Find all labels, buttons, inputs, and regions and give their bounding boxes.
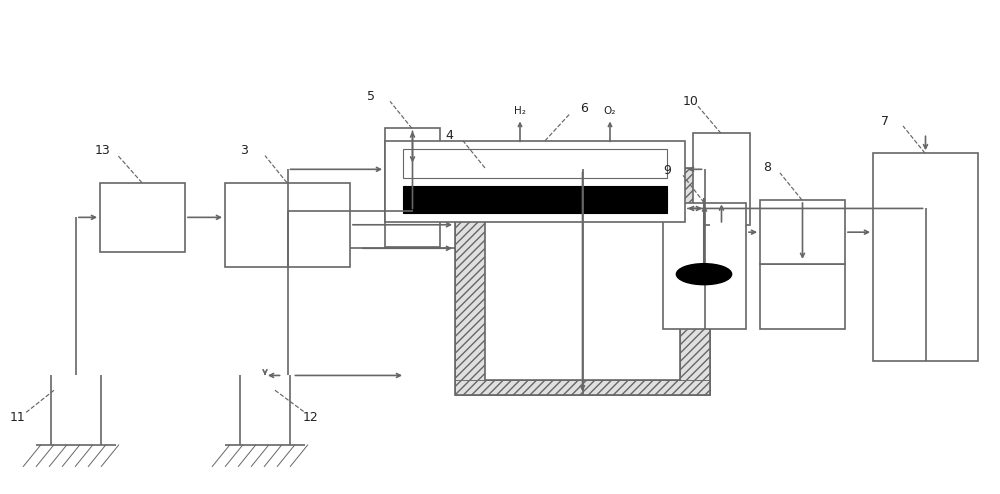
Text: O₂: O₂: [604, 106, 616, 116]
Bar: [455, 380, 710, 395]
Bar: [455, 168, 710, 395]
Ellipse shape: [677, 264, 732, 285]
Bar: [680, 168, 710, 380]
Text: 4: 4: [445, 129, 453, 142]
Bar: [507, 144, 533, 168]
Text: 10: 10: [683, 95, 699, 108]
Text: 11: 11: [10, 411, 26, 424]
Text: 13: 13: [95, 144, 111, 157]
Text: 8: 8: [763, 162, 771, 174]
Bar: [760, 200, 845, 264]
Text: 9: 9: [663, 164, 671, 177]
Bar: [693, 133, 750, 225]
Text: 12: 12: [303, 411, 319, 424]
Bar: [225, 183, 350, 267]
Bar: [403, 186, 667, 213]
Bar: [873, 153, 978, 361]
Bar: [385, 128, 440, 247]
Text: 7: 7: [881, 115, 889, 127]
Bar: [485, 168, 680, 380]
Bar: [663, 203, 746, 329]
Bar: [455, 168, 485, 380]
Text: H₂: H₂: [514, 106, 526, 116]
Text: 6: 6: [580, 102, 588, 115]
Text: 5: 5: [367, 90, 375, 103]
Bar: [597, 144, 623, 168]
Text: 3: 3: [240, 144, 248, 157]
Bar: [385, 141, 685, 222]
Bar: [403, 149, 667, 178]
Bar: [760, 264, 845, 329]
Bar: [100, 183, 185, 252]
